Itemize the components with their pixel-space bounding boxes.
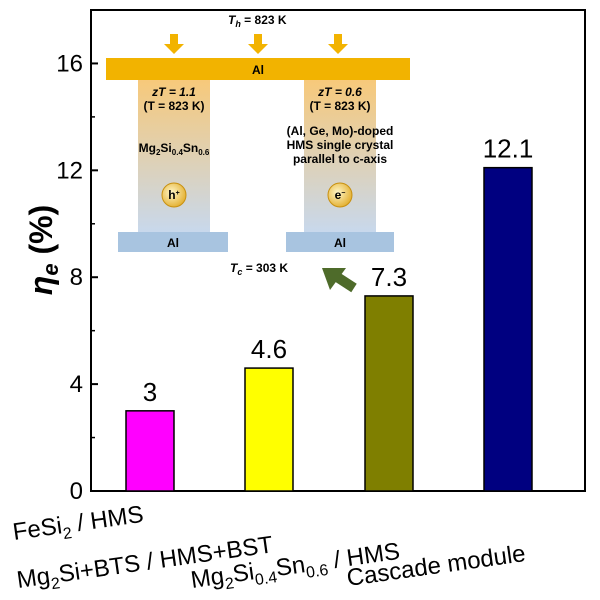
bar — [125, 410, 175, 492]
right-leg-zt: zT = 0.6 — [317, 85, 362, 99]
plot-frame — [90, 9, 586, 492]
y-tick-label: 16 — [56, 50, 83, 77]
category-label-fesi2-hms: FeSi2 / HMS — [11, 501, 146, 550]
electron-carrier-label: e− — [335, 188, 346, 202]
y-axis-title: ηe (%) — [23, 205, 63, 295]
bottom-al-left-label: Al — [167, 236, 179, 250]
bars — [125, 166, 533, 492]
inset-schematic: Th = 823 K Al zT = 1.1 (T = 823 K) Mg2Si… — [106, 13, 410, 277]
heat-arrow-icon — [248, 34, 268, 54]
value-label: 3 — [143, 377, 157, 407]
value-label: 12.1 — [483, 134, 534, 164]
pointer-arrow-icon — [322, 268, 357, 293]
y-tick-label: 8 — [70, 264, 83, 291]
value-labels: 3 4.6 7.3 12.1 — [143, 134, 534, 407]
right-leg-temp: (T = 823 K) — [309, 99, 370, 113]
top-al-label: Al — [252, 63, 264, 77]
hot-temperature-label: Th = 823 K — [228, 13, 287, 29]
category-labels: FeSi2 / HMS Mg2Si+BTS / HMS+BST Mg2Si0.4… — [11, 501, 527, 598]
bottom-al-electrode-left — [118, 232, 228, 252]
right-leg-desc-2: HMS single crystal — [287, 138, 394, 152]
y-axis-ticks: 0 4 8 12 16 — [56, 50, 98, 505]
hole-carrier-icon — [161, 182, 187, 208]
heat-arrow-icon — [328, 34, 348, 54]
y-tick-label: 12 — [56, 157, 83, 184]
bar — [244, 367, 294, 492]
bottom-al-electrode-right — [286, 232, 394, 252]
value-label: 4.6 — [251, 334, 287, 364]
cold-temperature-label: Tc = 303 K — [230, 261, 288, 277]
top-al-electrode — [106, 58, 410, 80]
heat-arrow-icon — [164, 34, 184, 54]
bar — [483, 166, 533, 492]
bar — [364, 295, 414, 492]
left-leg-zt: zT = 1.1 — [151, 85, 196, 99]
left-leg-temp: (T = 823 K) — [143, 99, 204, 113]
bottom-al-right-label: Al — [334, 236, 346, 250]
y-tick-label: 0 — [70, 478, 83, 505]
electron-carrier-icon — [327, 182, 353, 208]
right-leg-desc-3: parallel to c-axis — [293, 152, 387, 166]
right-leg-desc-1: (Al, Ge, Mo)-doped — [287, 124, 394, 138]
y-tick-label: 4 — [70, 371, 83, 398]
value-label: 7.3 — [371, 262, 407, 292]
hole-carrier-label: h+ — [168, 188, 179, 202]
